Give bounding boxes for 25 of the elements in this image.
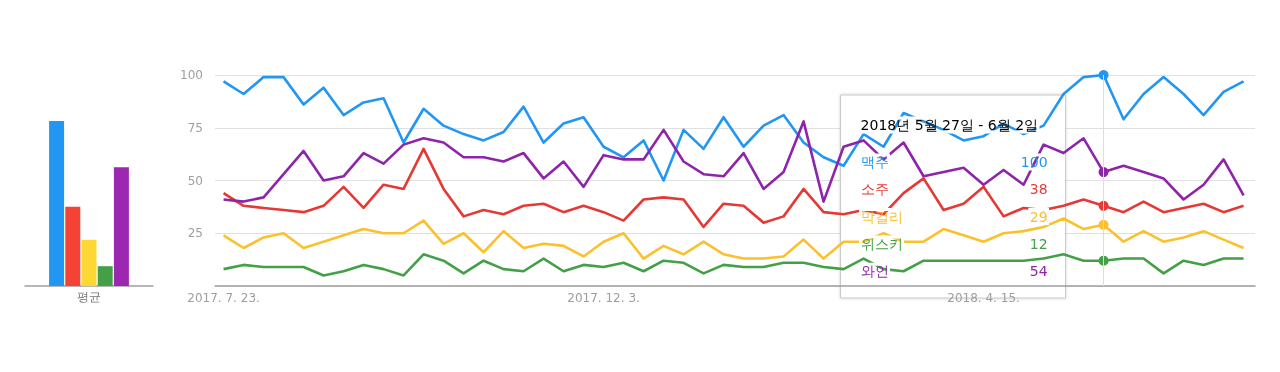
y-tick-label: 100 bbox=[180, 68, 203, 82]
x-tick-label: 2017. 7. 23. bbox=[187, 291, 260, 305]
bar bbox=[49, 121, 65, 286]
line-series bbox=[222, 120, 1245, 203]
annotation: 38 bbox=[1029, 181, 1048, 198]
series-label: 맥주 bbox=[860, 154, 889, 170]
bar bbox=[65, 206, 81, 286]
bar bbox=[113, 167, 129, 286]
x-tick-label: 2018. 4. 15. bbox=[947, 291, 1020, 305]
line-series bbox=[222, 253, 1245, 277]
series-label: 소주 bbox=[860, 181, 889, 198]
bar bbox=[81, 239, 97, 286]
y-tick-label: 25 bbox=[187, 226, 203, 241]
bar bbox=[97, 266, 113, 286]
x-tick-label: 평균 bbox=[77, 290, 101, 304]
x-tick-label: 2017. 12. 3. bbox=[567, 291, 640, 305]
y-tick-label: 50 bbox=[187, 173, 203, 188]
line-series bbox=[222, 147, 1245, 229]
series-label: 막걸리 bbox=[860, 208, 903, 225]
y-tick-label: 75 bbox=[187, 120, 203, 135]
series-label: 위스키 bbox=[860, 235, 903, 252]
annotation: 29 bbox=[1029, 208, 1048, 225]
annotation: 54 bbox=[1029, 263, 1048, 280]
text: 와인 bbox=[860, 263, 889, 280]
annotation: 12 bbox=[1029, 235, 1048, 252]
